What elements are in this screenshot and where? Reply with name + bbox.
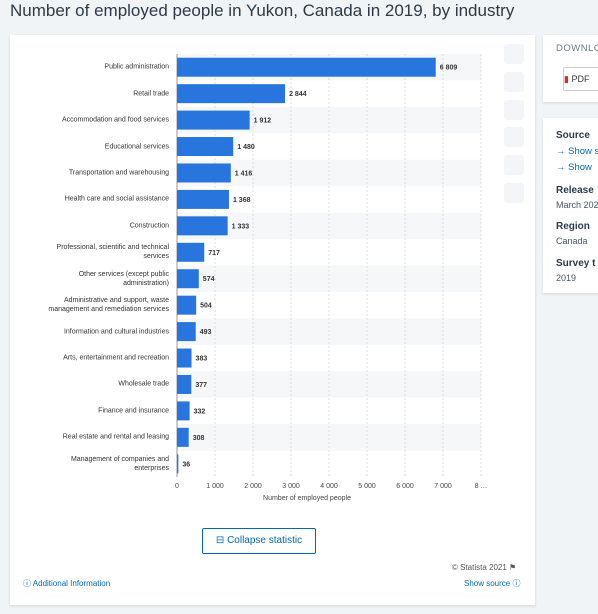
print-icon[interactable] bbox=[504, 183, 524, 203]
region-value: Canada bbox=[556, 236, 588, 246]
category-label: Professional, scientific and technical s… bbox=[56, 244, 169, 261]
value-label: 493 bbox=[200, 329, 212, 336]
bar bbox=[177, 401, 190, 421]
info-text: Additional Information bbox=[32, 579, 111, 588]
x-tick-label: 2 000 bbox=[244, 483, 262, 490]
value-label: 1 368 bbox=[233, 197, 251, 204]
x-tick-label: 3 000 bbox=[282, 483, 300, 490]
x-tick-label: 5 000 bbox=[358, 483, 376, 490]
source-link[interactable]: → Show bbox=[556, 162, 592, 173]
pdf-label: PDF bbox=[571, 74, 590, 84]
value-label: 717 bbox=[208, 250, 220, 257]
category-label: Health care and social assistance bbox=[64, 195, 169, 203]
additional-info[interactable]: ⓘ Additional Information bbox=[23, 579, 111, 588]
value-label: 383 bbox=[196, 356, 208, 363]
collapse-button[interactable]: ⊟ Collapse statistic bbox=[202, 528, 316, 554]
bar bbox=[177, 137, 234, 157]
favorite-icon[interactable] bbox=[504, 44, 524, 64]
bar bbox=[177, 84, 286, 104]
category-label: Finance and insurance bbox=[98, 407, 169, 415]
value-label: 332 bbox=[194, 408, 206, 415]
x-tick-label: 6 000 bbox=[396, 483, 414, 490]
copyright-text: © Statista 2021 bbox=[452, 563, 507, 572]
bar bbox=[177, 57, 436, 77]
download-panel: DOWNLO ▮ PDF bbox=[543, 35, 598, 102]
copyright: © Statista 2021 ⚑ bbox=[452, 563, 517, 572]
bar bbox=[177, 216, 228, 236]
value-label: 1 416 bbox=[235, 170, 253, 177]
region-heading: Region bbox=[556, 221, 590, 232]
release-heading: Release bbox=[556, 185, 594, 196]
category-label: Construction bbox=[129, 222, 169, 230]
category-label: Educational services bbox=[104, 143, 169, 151]
bar bbox=[177, 454, 179, 474]
bar bbox=[177, 163, 231, 183]
bar bbox=[177, 322, 196, 342]
show-source[interactable]: Show source ⓘ bbox=[464, 579, 521, 588]
category-label: Accommodation and food services bbox=[62, 116, 169, 124]
share-icon[interactable] bbox=[504, 127, 524, 147]
category-label: Transportation and warehousing bbox=[68, 169, 169, 177]
alert-icon[interactable] bbox=[504, 72, 524, 92]
x-tick-label: 7 000 bbox=[434, 483, 452, 490]
collapse-label: Collapse statistic bbox=[227, 535, 303, 546]
bar bbox=[177, 348, 192, 368]
bar bbox=[177, 295, 197, 315]
x-tick-label: 1 000 bbox=[206, 483, 224, 490]
category-label: Public administration bbox=[104, 63, 169, 71]
category-label: Administrative and support, waste manage… bbox=[48, 297, 169, 314]
x-axis-title: Number of employed people bbox=[263, 495, 351, 502]
survey-heading: Survey t bbox=[556, 258, 596, 269]
bar bbox=[177, 110, 250, 130]
value-label: 36 bbox=[182, 461, 190, 468]
category-label: Management of companies and enterprises bbox=[70, 455, 169, 472]
value-label: 1 480 bbox=[237, 144, 255, 151]
pdf-button[interactable]: ▮ PDF bbox=[563, 67, 598, 91]
category-label: Wholesale trade bbox=[118, 380, 169, 388]
source-heading: Source bbox=[556, 130, 590, 141]
cite-icon[interactable] bbox=[504, 155, 524, 175]
source-text: Show source bbox=[464, 579, 511, 588]
page-title: Number of employed people in Yukon, Cana… bbox=[10, 1, 515, 20]
download-heading: DOWNLO bbox=[556, 43, 598, 54]
info-panel: Source → Show s → Show Release March 202… bbox=[543, 118, 598, 293]
value-label: 504 bbox=[200, 303, 212, 310]
source-link[interactable]: → Show s bbox=[556, 146, 598, 157]
value-label: 1 333 bbox=[232, 223, 250, 230]
bar bbox=[177, 269, 199, 289]
category-label: Other services (except public administra… bbox=[78, 270, 169, 287]
value-label: 2 844 bbox=[289, 91, 307, 98]
category-label: Real estate and rental and leasing bbox=[62, 433, 169, 441]
survey-value: 2019 bbox=[556, 273, 577, 283]
release-value: March 202 bbox=[556, 200, 598, 210]
value-label: 1 912 bbox=[254, 118, 272, 125]
x-tick-label: 0 bbox=[175, 483, 179, 490]
value-label: 574 bbox=[203, 276, 215, 283]
x-tick-label: 4 000 bbox=[320, 483, 338, 490]
value-label: 308 bbox=[193, 435, 205, 442]
settings-icon[interactable] bbox=[504, 100, 524, 120]
bar bbox=[177, 374, 192, 394]
category-label: Retail trade bbox=[133, 90, 169, 98]
category-label: Information and cultural industries bbox=[63, 328, 169, 336]
bar bbox=[177, 189, 229, 209]
value-label: 377 bbox=[195, 382, 207, 389]
value-label: 6 809 bbox=[440, 65, 458, 72]
bar bbox=[177, 427, 189, 447]
x-tick-label: 8 … bbox=[475, 483, 488, 490]
category-label: Arts, entertainment and recreation bbox=[63, 354, 169, 362]
bar bbox=[177, 242, 205, 262]
